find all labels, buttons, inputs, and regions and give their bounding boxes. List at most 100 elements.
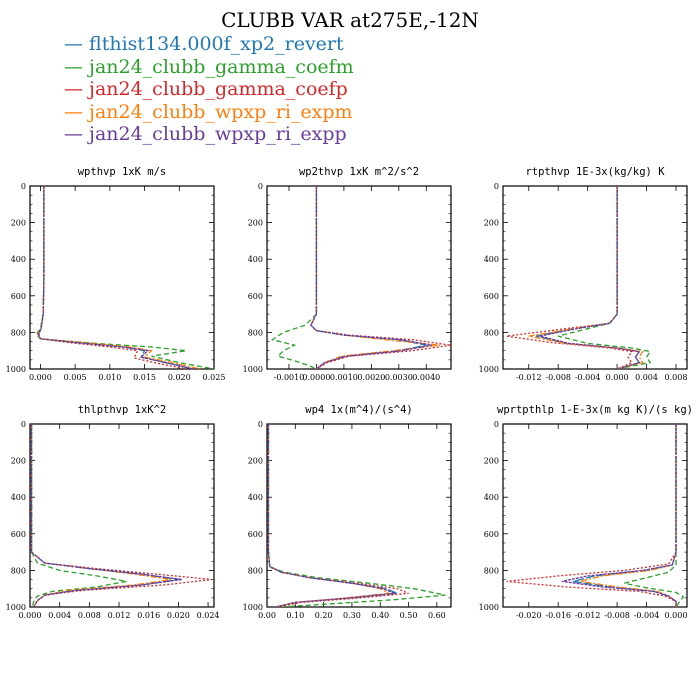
y-tick-label: 1000 bbox=[6, 603, 26, 612]
y-tick-label: 1000 bbox=[6, 365, 26, 374]
panel-title: wp4 1x(m^4)/(s^4) bbox=[305, 404, 412, 416]
chart-panel: rtpthvp 1E-3x(kg/kg) K 0 200 400 600 800 1000 -… bbox=[479, 166, 688, 382]
chart-panel: wp2thvp 1xK m^2/s^2 0 200 400 600 800 1000 -0.0… bbox=[243, 166, 452, 382]
x-tick-label: 0.000 bbox=[606, 373, 629, 382]
x-tick-label: -0.0010 bbox=[274, 373, 305, 382]
series-line bbox=[558, 186, 652, 369]
x-tick-label: 0.50 bbox=[400, 611, 418, 620]
x-tick-label: 0.20 bbox=[315, 611, 333, 620]
legend-label: flthist134.000f_xp2_revert bbox=[89, 33, 344, 55]
series-line bbox=[506, 186, 633, 369]
x-tick-label: 0.0030 bbox=[385, 373, 413, 382]
panel-title: thlpthvp 1xK^2 bbox=[78, 404, 167, 416]
panel-title: wprtpthlp 1-E-3x(m kg K)/(s kg) bbox=[497, 404, 693, 416]
x-tick-label: 0.020 bbox=[168, 373, 191, 382]
series-line bbox=[270, 186, 318, 369]
legend-dash: — bbox=[64, 33, 83, 55]
series-line bbox=[37, 186, 194, 369]
series-line bbox=[30, 424, 212, 607]
x-tick-label: 0.004 bbox=[48, 611, 71, 620]
legend-label: jan24_clubb_wpxp_ri_expp bbox=[89, 123, 347, 145]
y-tick-label: 1000 bbox=[479, 603, 499, 612]
x-tick-label: 0.016 bbox=[137, 611, 160, 620]
series-line bbox=[30, 424, 172, 607]
panel-title: rtpthvp 1E-3x(kg/kg) K bbox=[525, 166, 665, 178]
series-line bbox=[535, 186, 641, 369]
x-tick-label: 0.012 bbox=[108, 611, 131, 620]
y-tick-label: 400 bbox=[484, 255, 499, 264]
x-tick-label: 0.10 bbox=[286, 611, 304, 620]
legend-label: jan24_clubb_gamma_coefp bbox=[89, 78, 348, 100]
y-tick-label: 400 bbox=[248, 255, 263, 264]
y-tick-label: 800 bbox=[248, 566, 263, 575]
x-tick-label: 0.020 bbox=[167, 611, 190, 620]
x-tick-label: 0.0010 bbox=[330, 373, 358, 382]
y-tick-label: 400 bbox=[11, 255, 26, 264]
x-tick-label: 0.000 bbox=[29, 373, 52, 382]
legend-label: jan24_clubb_wpxp_ri_expm bbox=[89, 100, 353, 123]
series-line bbox=[310, 186, 441, 369]
series-line bbox=[310, 186, 432, 369]
plot-frame bbox=[502, 185, 688, 370]
legend-item: — jan24_clubb_gamma_coefm bbox=[64, 56, 354, 79]
y-tick-label: 600 bbox=[248, 530, 263, 539]
x-tick-label: -0.020 bbox=[516, 611, 542, 620]
x-tick-label: 0.0020 bbox=[357, 373, 385, 382]
x-tick-label: 0.0040 bbox=[412, 373, 440, 382]
legend-item: — jan24_clubb_wpxp_ri_expp bbox=[64, 123, 354, 146]
x-tick-label: 0.60 bbox=[428, 611, 446, 620]
x-tick-label: 0.0000 bbox=[302, 373, 330, 382]
y-tick-label: 400 bbox=[248, 493, 263, 502]
x-tick-label: 0.00 bbox=[258, 611, 276, 620]
y-tick-label: 800 bbox=[248, 328, 263, 337]
x-tick-label: 0.000 bbox=[19, 611, 42, 620]
series-line bbox=[267, 424, 398, 607]
y-tick-label: 1000 bbox=[243, 365, 263, 374]
y-tick-label: 800 bbox=[484, 328, 499, 337]
series-line bbox=[30, 424, 127, 607]
y-tick-label: 200 bbox=[484, 219, 499, 228]
series-line bbox=[310, 186, 451, 369]
plot-frame bbox=[29, 185, 215, 370]
y-tick-label: 0 bbox=[494, 182, 499, 191]
y-tick-label: 200 bbox=[248, 219, 263, 228]
x-tick-label: -0.012 bbox=[575, 611, 601, 620]
page-title: CLUBB VAR at275E,-12N bbox=[221, 8, 479, 32]
plot-frame bbox=[266, 185, 452, 370]
x-tick-label: 0.004 bbox=[635, 373, 658, 382]
series-line bbox=[528, 186, 644, 369]
legend-dash: — bbox=[64, 55, 83, 78]
x-tick-label: 0.008 bbox=[78, 611, 101, 620]
x-tick-label: -0.008 bbox=[545, 373, 571, 382]
y-tick-label: 1000 bbox=[479, 365, 499, 374]
series-line bbox=[267, 424, 395, 607]
series-line bbox=[561, 424, 677, 607]
chart-panel: wprtpthlp 1-E-3x(m kg K)/(s kg) 0 200 400 60… bbox=[479, 404, 693, 620]
legend-item: — flthist134.000f_xp2_revert bbox=[64, 33, 354, 56]
series-line bbox=[30, 424, 179, 607]
x-tick-label: 0.008 bbox=[665, 373, 688, 382]
panel-title: wpthvp 1xK m/s bbox=[78, 166, 167, 178]
y-tick-label: 400 bbox=[11, 493, 26, 502]
y-tick-label: 600 bbox=[11, 292, 26, 301]
y-tick-label: 800 bbox=[11, 328, 26, 337]
y-tick-label: 600 bbox=[11, 530, 26, 539]
x-tick-label: 0.010 bbox=[98, 373, 121, 382]
x-tick-label: -0.012 bbox=[516, 373, 542, 382]
x-tick-label: -0.004 bbox=[634, 611, 660, 620]
series-line bbox=[30, 424, 183, 607]
x-tick-label: -0.004 bbox=[575, 373, 601, 382]
y-tick-label: 1000 bbox=[243, 603, 263, 612]
series-line bbox=[580, 424, 677, 607]
x-tick-label: 0.005 bbox=[64, 373, 87, 382]
y-tick-label: 600 bbox=[484, 292, 499, 301]
y-tick-label: 600 bbox=[248, 292, 263, 301]
series-line bbox=[539, 186, 641, 369]
plot-frame bbox=[502, 423, 688, 608]
x-tick-label: 0.015 bbox=[133, 373, 156, 382]
x-tick-label: -0.016 bbox=[545, 611, 571, 620]
y-tick-label: 600 bbox=[484, 530, 499, 539]
legend-dash: — bbox=[64, 123, 83, 145]
series-line bbox=[506, 424, 677, 607]
